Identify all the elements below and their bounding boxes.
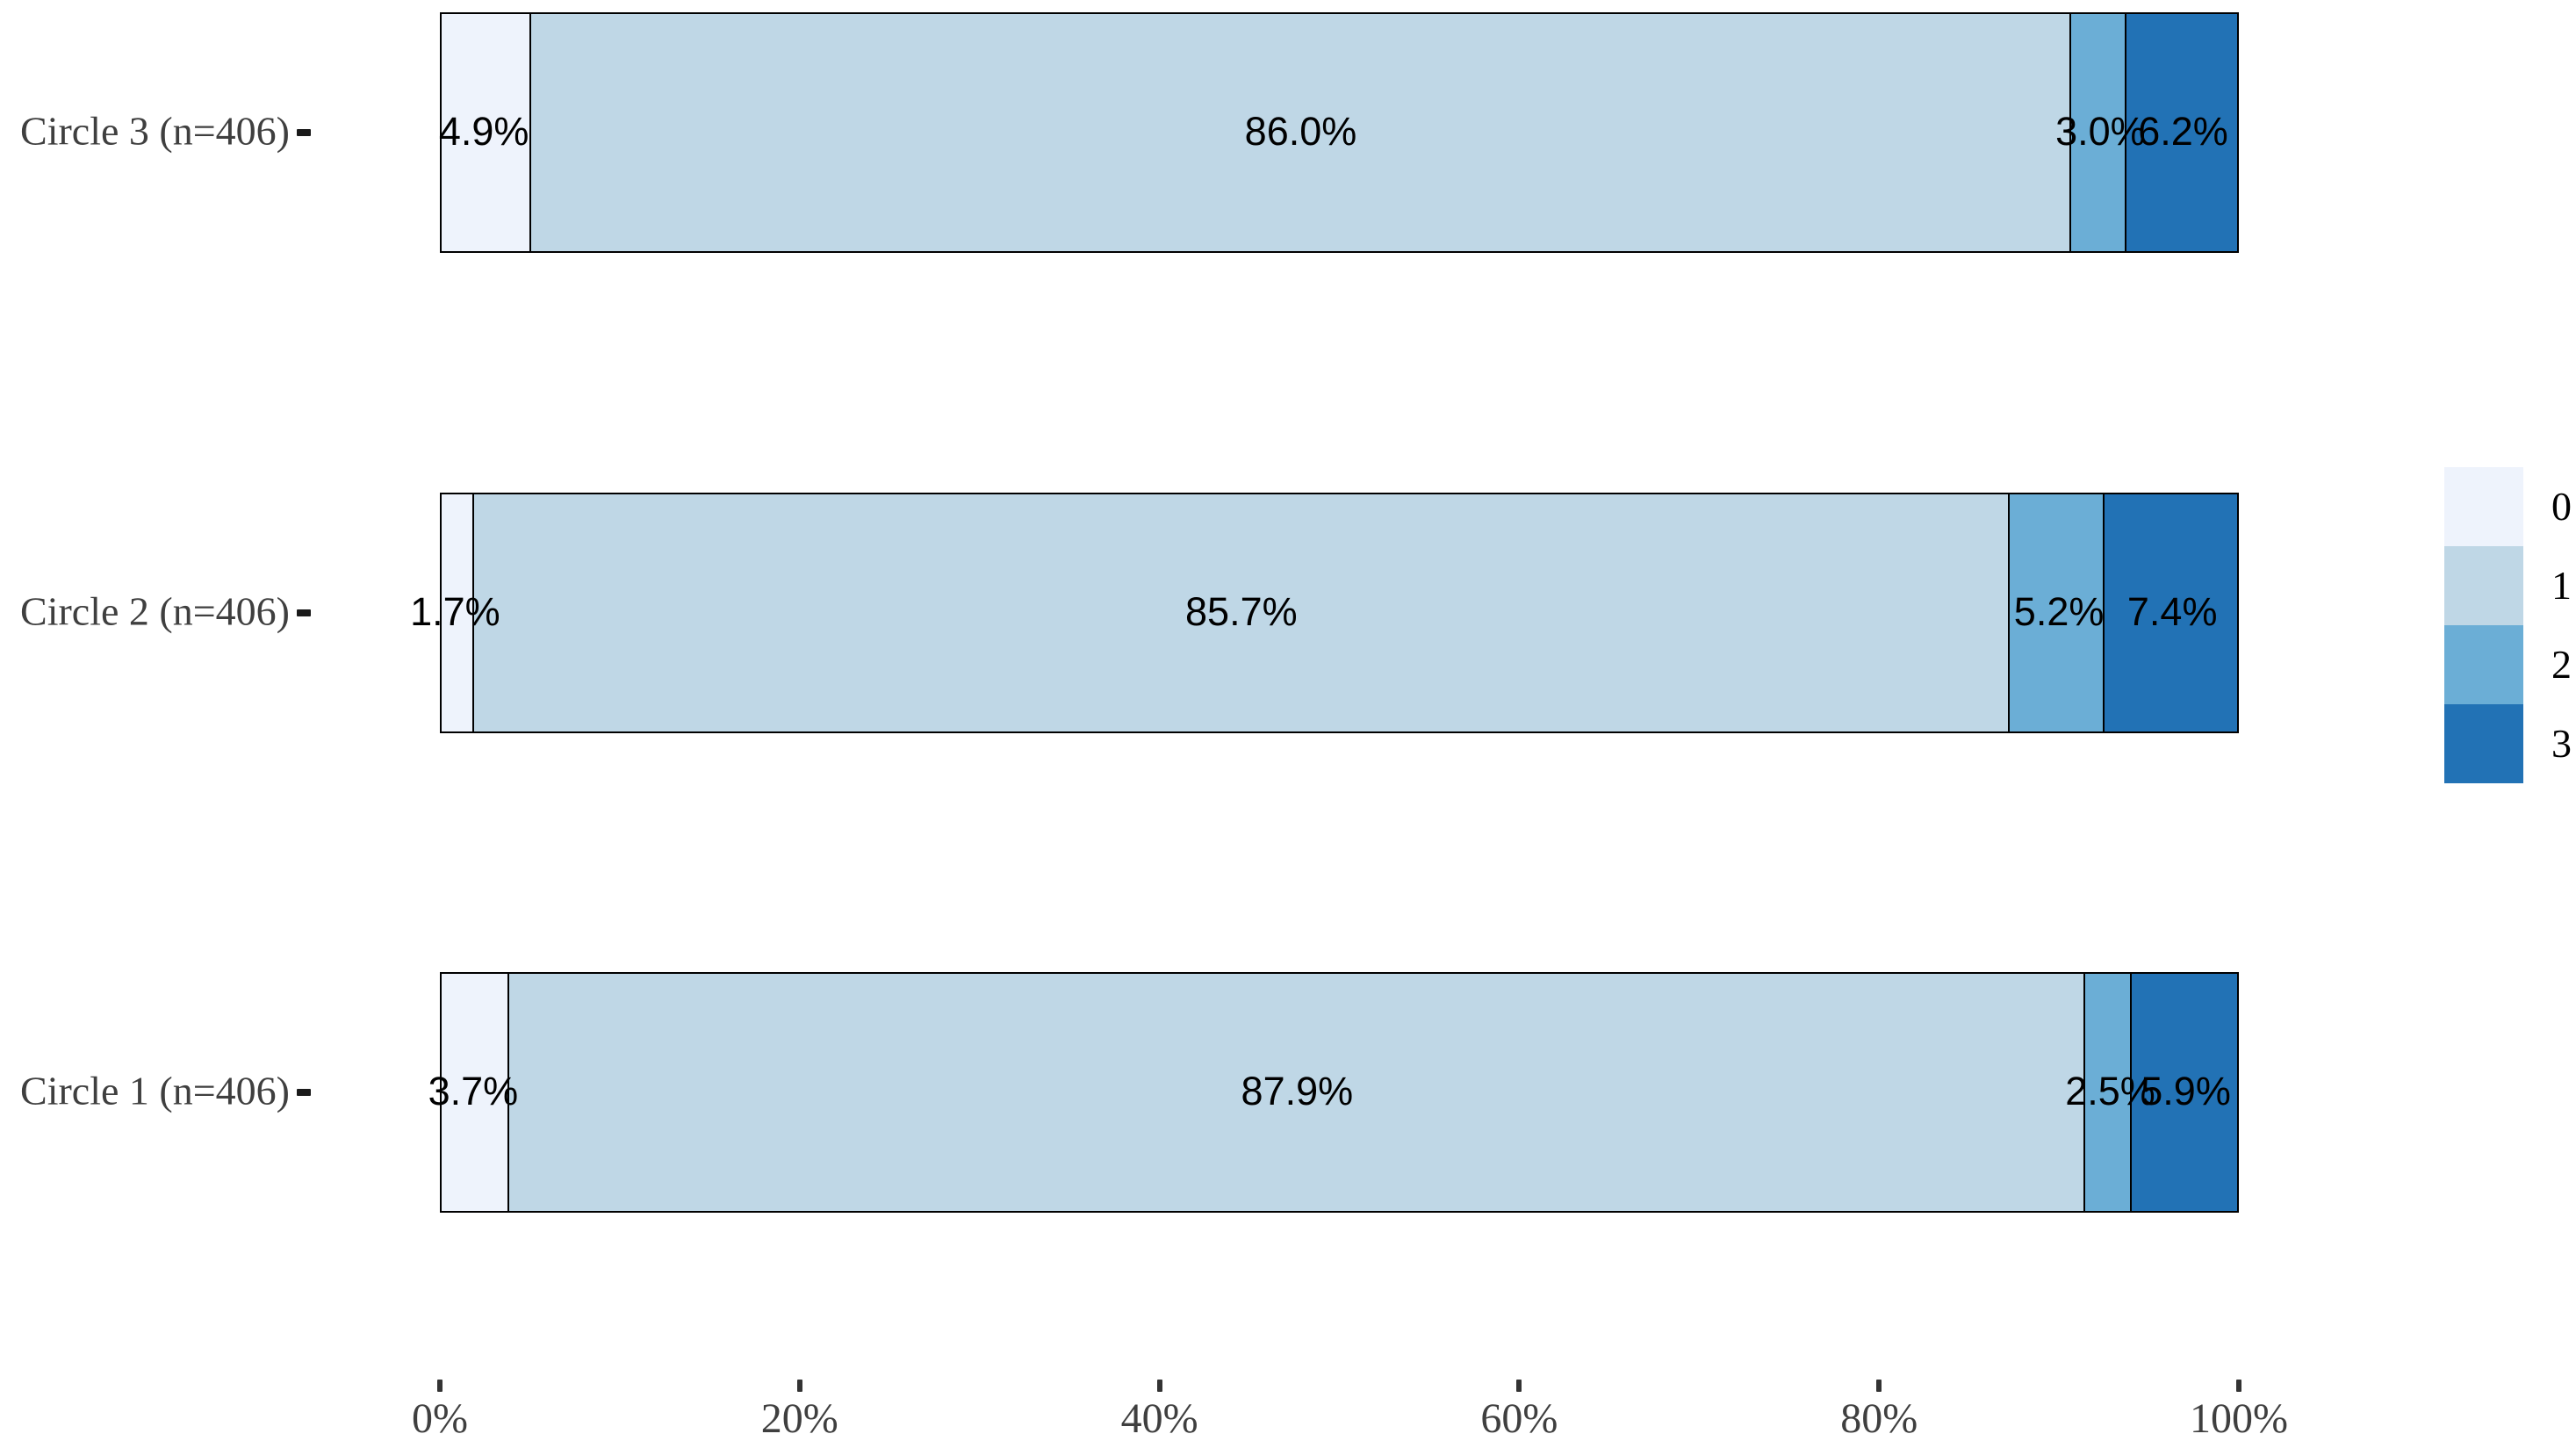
legend-entry-1: 1: [2444, 546, 2572, 625]
y-axis-tick-mark: [297, 129, 311, 136]
bar-segment-1: [473, 494, 2011, 731]
bar-segment-label: 87.9%: [1241, 1068, 1354, 1113]
x-axis-tick-label: 40%: [1120, 1395, 1198, 1441]
x-axis-tick-mark: [437, 1380, 443, 1392]
bar-segment-label: 6.2%: [2138, 108, 2228, 154]
x-axis-tick-label: 20%: [760, 1395, 838, 1441]
bar-segment-label: 3.7%: [428, 1068, 519, 1113]
bar-segment-label: 5.2%: [2013, 588, 2105, 634]
bar-segment-1: [509, 974, 2085, 1211]
y-axis-tick-mark: [297, 609, 311, 616]
y-axis-label-circle-1-n-406: Circle 1 (n=406): [20, 1068, 290, 1113]
stacked-bar-circle-1-n-406: [440, 972, 2239, 1213]
x-axis-tick-label: 100%: [2190, 1395, 2288, 1441]
bar-segment-2: [2010, 494, 2105, 731]
y-axis-label-circle-3-n-406: Circle 3 (n=406): [20, 108, 290, 154]
bar-segment-label: 5.9%: [2141, 1068, 2231, 1113]
bar-segment-1: [530, 14, 2071, 251]
bar-segment-label: 1.7%: [410, 588, 500, 634]
bar-segment-3: [2105, 494, 2237, 731]
legend-label: 0: [2551, 484, 2572, 529]
legend-entry-2: 2: [2444, 625, 2572, 704]
bar-segment-label: 7.4%: [2126, 588, 2218, 634]
bar-segment-label: 4.9%: [438, 108, 529, 154]
legend: 0 1 2 3: [2444, 467, 2572, 783]
legend-label: 2: [2551, 642, 2572, 687]
x-axis-tick-mark: [2236, 1380, 2241, 1392]
bar-segment-label: 86.0%: [1244, 108, 1357, 154]
y-axis-label-circle-2-n-406: Circle 2 (n=406): [20, 588, 290, 634]
bar-segment-3: [2131, 974, 2237, 1211]
legend-swatch-3: [2444, 704, 2523, 783]
bar-segment-label: 2.5%: [2065, 1068, 2155, 1113]
bar-segment-0: [442, 14, 531, 251]
x-axis-tick-label: 60%: [1480, 1395, 1558, 1441]
x-axis-tick-mark: [796, 1380, 802, 1392]
bar-segment-3: [2126, 14, 2237, 251]
legend-swatch-1: [2444, 546, 2523, 625]
y-axis-tick-mark: [297, 1089, 311, 1096]
x-axis-tick-label: 80%: [1840, 1395, 1918, 1441]
x-axis-tick-mark: [1876, 1380, 1882, 1392]
bar-segment-label: 85.7%: [1185, 588, 1298, 634]
bar-segment-0: [442, 974, 510, 1211]
x-axis-tick-mark: [1156, 1380, 1162, 1392]
bar-segment-2: [2084, 974, 2132, 1211]
legend-entry-0: 0: [2444, 467, 2572, 546]
bar-segment-label: 3.0%: [2055, 108, 2146, 154]
legend-swatch-0: [2444, 467, 2523, 546]
x-axis-tick-label: 0%: [412, 1395, 468, 1441]
bar-segment-0: [442, 494, 474, 731]
legend-label: 1: [2551, 563, 2572, 608]
legend-label: 3: [2551, 721, 2572, 766]
bar-segment-2: [2070, 14, 2126, 251]
stacked-bar-circle-3-n-406: [440, 12, 2239, 253]
legend-entry-3: 3: [2444, 704, 2572, 783]
legend-swatch-2: [2444, 625, 2523, 704]
x-axis-tick-mark: [1516, 1380, 1522, 1392]
stacked-bar-circle-2-n-406: [440, 493, 2239, 733]
